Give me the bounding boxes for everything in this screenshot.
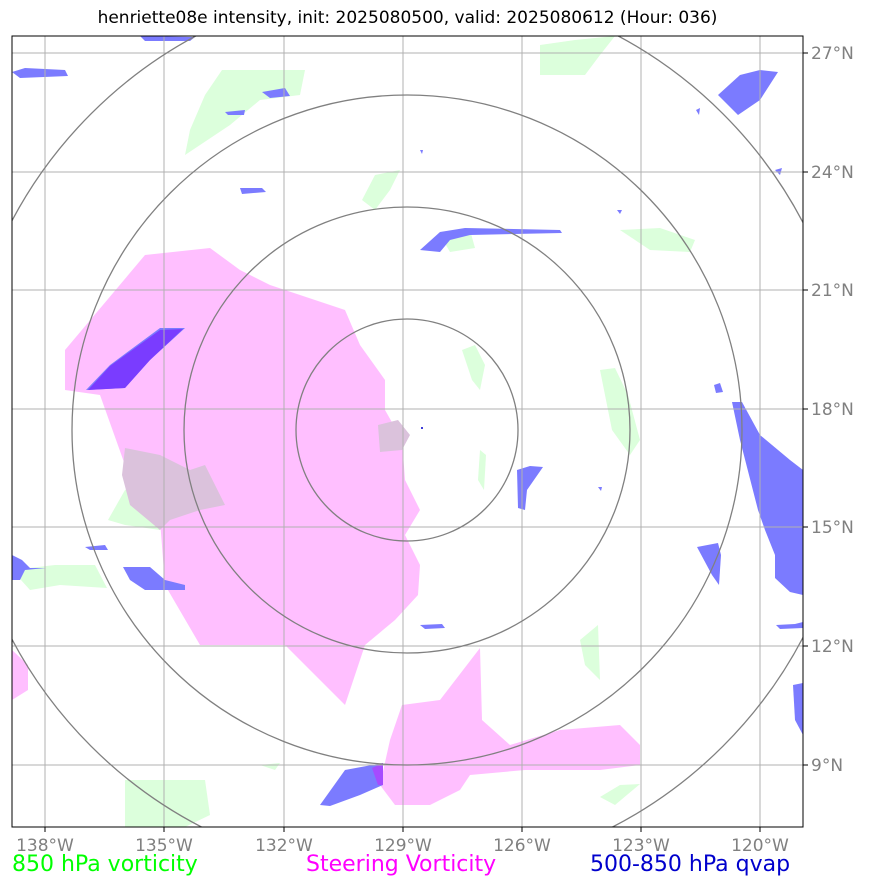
qvap-steering-overlap xyxy=(88,329,183,390)
lon-label: 123°W xyxy=(612,836,670,856)
lon-label: 129°W xyxy=(374,836,432,856)
plot-title: henriette08e intensity, init: 2025080500… xyxy=(97,8,718,28)
range-ring-3 xyxy=(71,94,743,766)
legend-qvap: 500-850 hPa qvap xyxy=(590,852,791,877)
range-ring-1 xyxy=(295,318,519,542)
lon-label: 138°W xyxy=(16,836,74,856)
lat-label: 9°N xyxy=(811,756,843,776)
lon-label: 120°W xyxy=(731,836,789,856)
lat-label: 24°N xyxy=(811,163,854,183)
lat-label: 21°N xyxy=(811,281,854,301)
range-rings xyxy=(12,36,803,827)
map-frame xyxy=(11,35,804,828)
lat-label: 12°N xyxy=(811,637,854,657)
legend-steering-vorticity: Steering Vorticity xyxy=(306,852,497,877)
lat-labels: 27°N 24°N 21°N 18°N 15°N 12°N 9°N xyxy=(811,44,854,776)
lat-gridlines xyxy=(12,52,803,766)
steering-vorticity-fields xyxy=(12,248,640,805)
qvap-steering-overlap xyxy=(372,763,383,785)
lon-labels: 138°W 135°W 132°W 129°W 126°W 123°W 120°… xyxy=(16,836,789,856)
lon-label: 126°W xyxy=(493,836,551,856)
legend-850-vorticity: 850 hPa vorticity xyxy=(12,852,198,877)
lat-label: 18°N xyxy=(811,400,854,420)
lat-label: 15°N xyxy=(811,518,854,538)
axis-ticks xyxy=(44,52,808,832)
storm-center-marker xyxy=(421,427,423,429)
map-layers xyxy=(12,36,803,827)
range-ring-2 xyxy=(183,206,631,654)
lat-label: 27°N xyxy=(811,44,854,64)
lon-label: 135°W xyxy=(135,836,193,856)
lon-label: 132°W xyxy=(255,836,313,856)
